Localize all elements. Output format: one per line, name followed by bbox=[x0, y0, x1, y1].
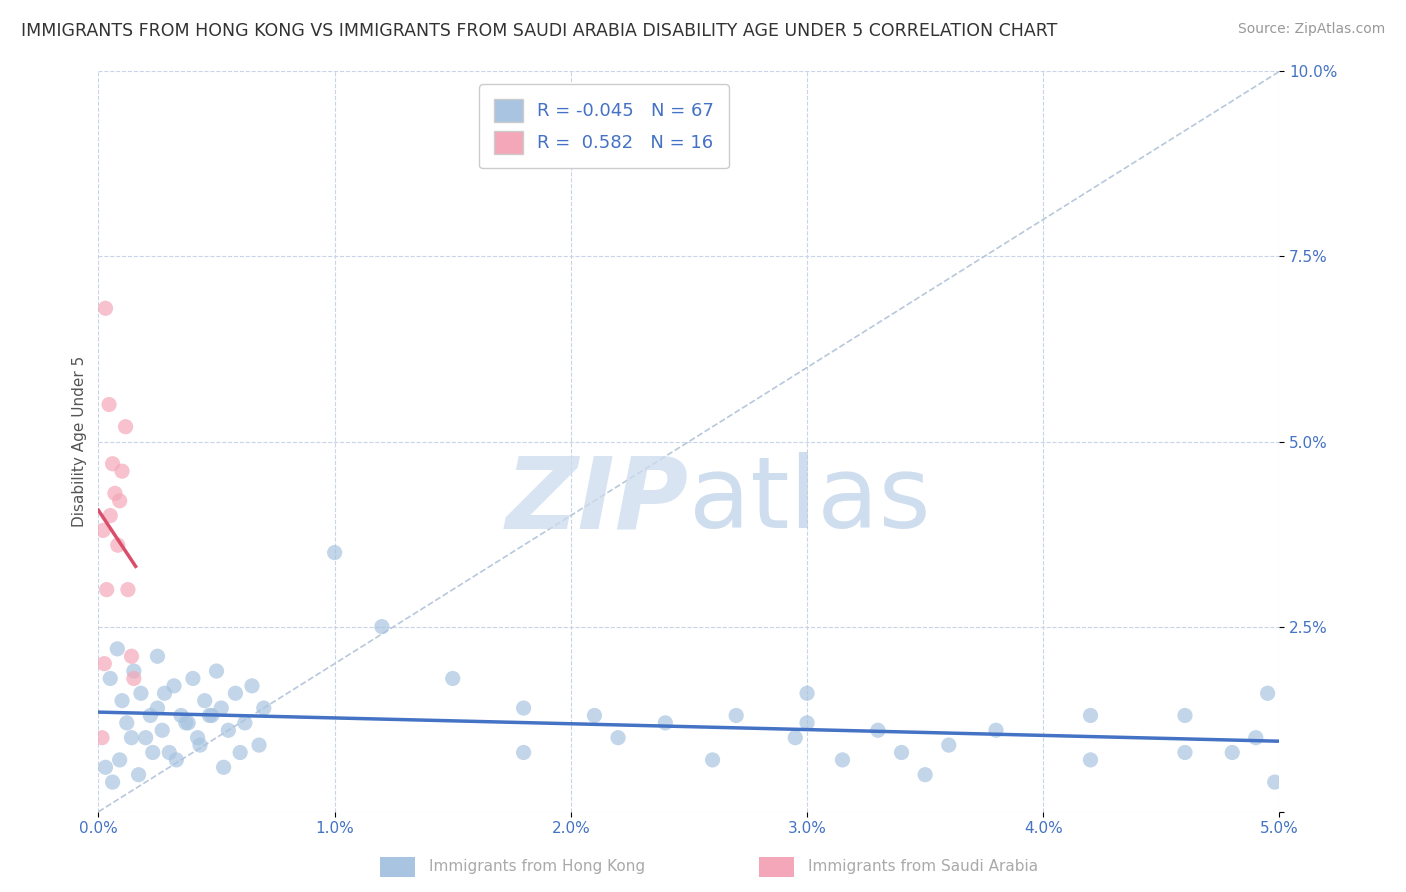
Point bbox=[98, 508, 121, 523]
Point bbox=[212, 760, 235, 774]
Point bbox=[111, 464, 134, 478]
Point bbox=[785, 731, 807, 745]
Point bbox=[115, 715, 138, 730]
Point bbox=[163, 679, 186, 693]
Y-axis label: Disability Age Under 5: Disability Age Under 5 bbox=[72, 356, 87, 527]
Point bbox=[229, 746, 252, 760]
Point bbox=[135, 731, 157, 745]
Point bbox=[205, 664, 228, 678]
Point bbox=[98, 672, 121, 686]
Point bbox=[1257, 686, 1279, 700]
Point bbox=[157, 746, 180, 760]
Point bbox=[114, 419, 136, 434]
Text: ZIP: ZIP bbox=[506, 452, 689, 549]
Point bbox=[654, 715, 676, 730]
Point bbox=[111, 694, 134, 708]
Point bbox=[371, 619, 394, 633]
Point bbox=[233, 715, 256, 730]
Point bbox=[217, 723, 239, 738]
Point bbox=[198, 708, 221, 723]
Point bbox=[796, 686, 818, 700]
Point bbox=[165, 753, 187, 767]
Point bbox=[583, 708, 606, 723]
Point bbox=[247, 738, 270, 752]
Point bbox=[938, 738, 960, 752]
Point bbox=[128, 767, 150, 781]
Text: Source: ZipAtlas.com: Source: ZipAtlas.com bbox=[1237, 22, 1385, 37]
Point bbox=[101, 457, 124, 471]
Point bbox=[831, 753, 853, 767]
Point bbox=[914, 767, 936, 781]
Point bbox=[177, 715, 200, 730]
Point bbox=[194, 694, 217, 708]
Point bbox=[170, 708, 193, 723]
Point bbox=[1244, 731, 1267, 745]
Point bbox=[101, 775, 124, 789]
Point bbox=[224, 686, 246, 700]
Point bbox=[188, 738, 211, 752]
Point bbox=[725, 708, 748, 723]
Point bbox=[1174, 746, 1197, 760]
Point bbox=[146, 649, 169, 664]
Point bbox=[512, 746, 534, 760]
Point bbox=[1220, 746, 1243, 760]
Point bbox=[146, 701, 169, 715]
Point bbox=[1080, 708, 1102, 723]
Point bbox=[121, 731, 143, 745]
Point bbox=[1080, 753, 1102, 767]
Point bbox=[96, 582, 118, 597]
Point bbox=[142, 746, 165, 760]
Point bbox=[607, 731, 630, 745]
Point bbox=[91, 524, 114, 538]
Point bbox=[512, 701, 534, 715]
Point bbox=[323, 545, 346, 560]
Text: IMMIGRANTS FROM HONG KONG VS IMMIGRANTS FROM SAUDI ARABIA DISABILITY AGE UNDER 5: IMMIGRANTS FROM HONG KONG VS IMMIGRANTS … bbox=[21, 22, 1057, 40]
Point bbox=[796, 715, 818, 730]
Point bbox=[104, 486, 127, 500]
Point bbox=[108, 753, 131, 767]
Point bbox=[117, 582, 139, 597]
Point bbox=[105, 641, 128, 656]
Point bbox=[441, 672, 464, 686]
Point bbox=[890, 746, 912, 760]
Point bbox=[91, 731, 114, 745]
Point bbox=[201, 708, 224, 723]
Point bbox=[181, 672, 204, 686]
Point bbox=[121, 649, 143, 664]
Point bbox=[240, 679, 263, 693]
Point bbox=[122, 672, 145, 686]
Point bbox=[108, 493, 131, 508]
Point bbox=[187, 731, 209, 745]
Point bbox=[253, 701, 276, 715]
Point bbox=[107, 538, 129, 552]
Point bbox=[139, 708, 162, 723]
Text: Immigrants from Hong Kong: Immigrants from Hong Kong bbox=[429, 859, 645, 873]
Point bbox=[94, 301, 117, 316]
Point bbox=[209, 701, 232, 715]
Legend: R = -0.045   N = 67, R =  0.582   N = 16: R = -0.045 N = 67, R = 0.582 N = 16 bbox=[479, 84, 728, 169]
Point bbox=[150, 723, 173, 738]
Point bbox=[1174, 708, 1197, 723]
Point bbox=[153, 686, 176, 700]
Text: atlas: atlas bbox=[689, 452, 931, 549]
Point bbox=[984, 723, 1007, 738]
Point bbox=[702, 753, 724, 767]
Text: Immigrants from Saudi Arabia: Immigrants from Saudi Arabia bbox=[808, 859, 1039, 873]
Point bbox=[866, 723, 889, 738]
Point bbox=[129, 686, 152, 700]
Point bbox=[98, 398, 121, 412]
Point bbox=[1264, 775, 1286, 789]
Point bbox=[93, 657, 115, 671]
Point bbox=[122, 664, 145, 678]
Point bbox=[174, 715, 197, 730]
Point bbox=[94, 760, 117, 774]
